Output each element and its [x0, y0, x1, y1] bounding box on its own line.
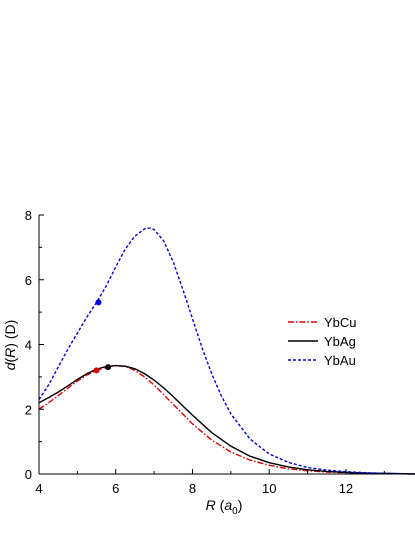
x-tick-label: 6 [112, 481, 119, 496]
y-tick-label: 8 [25, 208, 32, 223]
point-marker-ybcu [93, 367, 100, 374]
x-tick-label: 8 [189, 481, 196, 496]
series-line-ybcu [38, 364, 415, 475]
marker-layer [93, 299, 112, 374]
y-tick-label: 4 [25, 338, 32, 353]
point-marker-ybau [95, 299, 102, 306]
x-tick-label: 12 [339, 481, 353, 496]
legend-label-ybcu: YbCu [324, 315, 357, 330]
point-marker-ybag [105, 364, 112, 371]
x-tick-label: 10 [262, 481, 276, 496]
legend: YbCu YbAg YbAu [288, 315, 357, 368]
series-line-ybau [38, 227, 415, 475]
series-layer [38, 227, 415, 475]
y-axis-label: d(R) (D) [2, 320, 18, 371]
y-tick-label: 2 [25, 402, 32, 417]
x-tick-label: 4 [35, 481, 42, 496]
plot-area [39, 215, 415, 474]
y-tick-label: 6 [25, 273, 32, 288]
series-line-ybag [38, 364, 415, 475]
x-axis-label: R (a0) [206, 497, 243, 517]
x-ticks: 4 6 8 10 12 [35, 469, 385, 496]
legend-label-ybag: YbAg [324, 334, 356, 349]
y-ticks: 0 2 4 6 8 [25, 208, 44, 482]
legend-label-ybau: YbAu [324, 353, 356, 368]
y-tick-label: 0 [25, 467, 32, 482]
